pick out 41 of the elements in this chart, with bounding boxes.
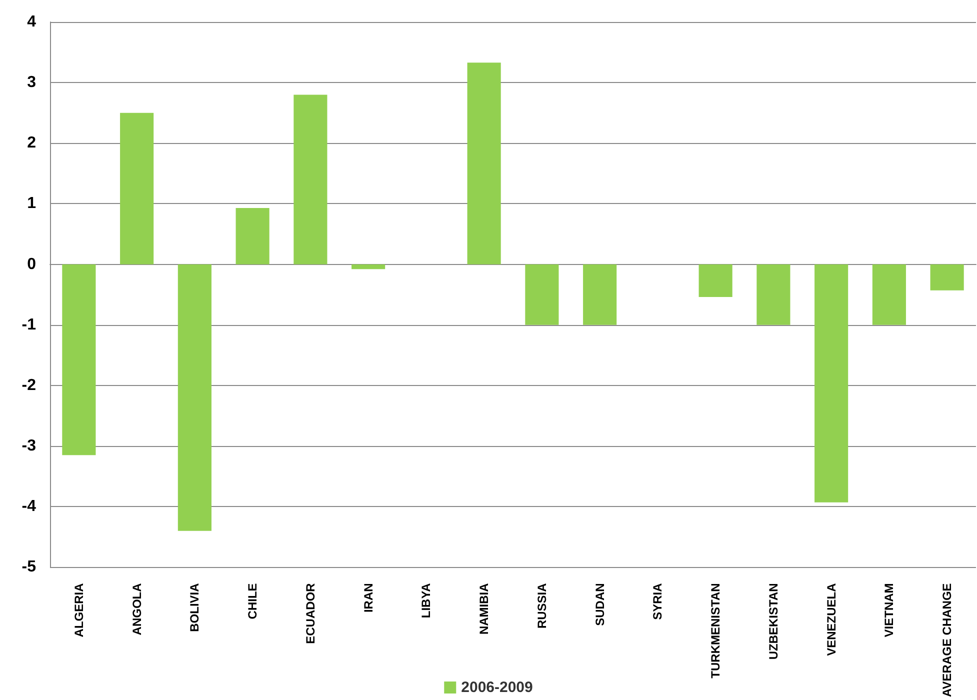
x-tick-label: BOLIVIA <box>188 582 202 632</box>
y-tick-label: -4 <box>22 498 36 516</box>
bar <box>525 264 559 325</box>
y-tick-label: -1 <box>22 316 36 334</box>
bar <box>872 264 906 325</box>
legend-label: 2006-2009 <box>461 679 533 696</box>
x-tick-label: VENEZUELA <box>824 582 838 656</box>
x-tick-label: AVERAGE CHANGE <box>940 583 954 698</box>
bar <box>236 208 270 264</box>
y-tick-label: 2 <box>27 134 36 152</box>
bar <box>698 264 732 298</box>
bar <box>467 62 501 264</box>
bar <box>930 264 964 290</box>
bar <box>178 264 212 531</box>
x-tick-label: CHILE <box>246 583 260 620</box>
x-tick-label: UZBEKISTAN <box>766 583 780 660</box>
x-tick-label: ANGOLA <box>130 582 144 636</box>
x-tick-label: NAMIBIA <box>477 582 492 635</box>
y-tick-label: 0 <box>27 256 36 273</box>
x-tick-label: IRAN <box>361 583 376 613</box>
bar <box>583 264 617 325</box>
x-tick-label: TURKMENISTAN <box>708 583 723 678</box>
y-tick-label: 1 <box>27 195 36 212</box>
bar <box>120 112 154 264</box>
x-tick-label: SYRIA <box>650 582 665 620</box>
x-tick-label: VIETNAM <box>882 583 896 638</box>
x-tick-label: SUDAN <box>592 583 607 626</box>
bar <box>294 94 328 264</box>
bar <box>352 264 386 270</box>
x-tick-label: LIBYA <box>419 582 434 618</box>
y-tick-label: 4 <box>27 14 36 30</box>
y-tick-label: -3 <box>22 438 36 455</box>
y-tick-label: 3 <box>27 74 36 92</box>
x-tick-label: ECUADOR <box>303 582 318 644</box>
y-tick-label: -2 <box>22 376 36 394</box>
bar <box>814 264 848 502</box>
x-tick-label: ALGERIA <box>72 582 86 638</box>
bar <box>62 264 96 456</box>
bar <box>756 264 790 325</box>
y-tick-label: -5 <box>22 558 36 576</box>
x-tick-label: RUSSIA <box>534 582 549 629</box>
